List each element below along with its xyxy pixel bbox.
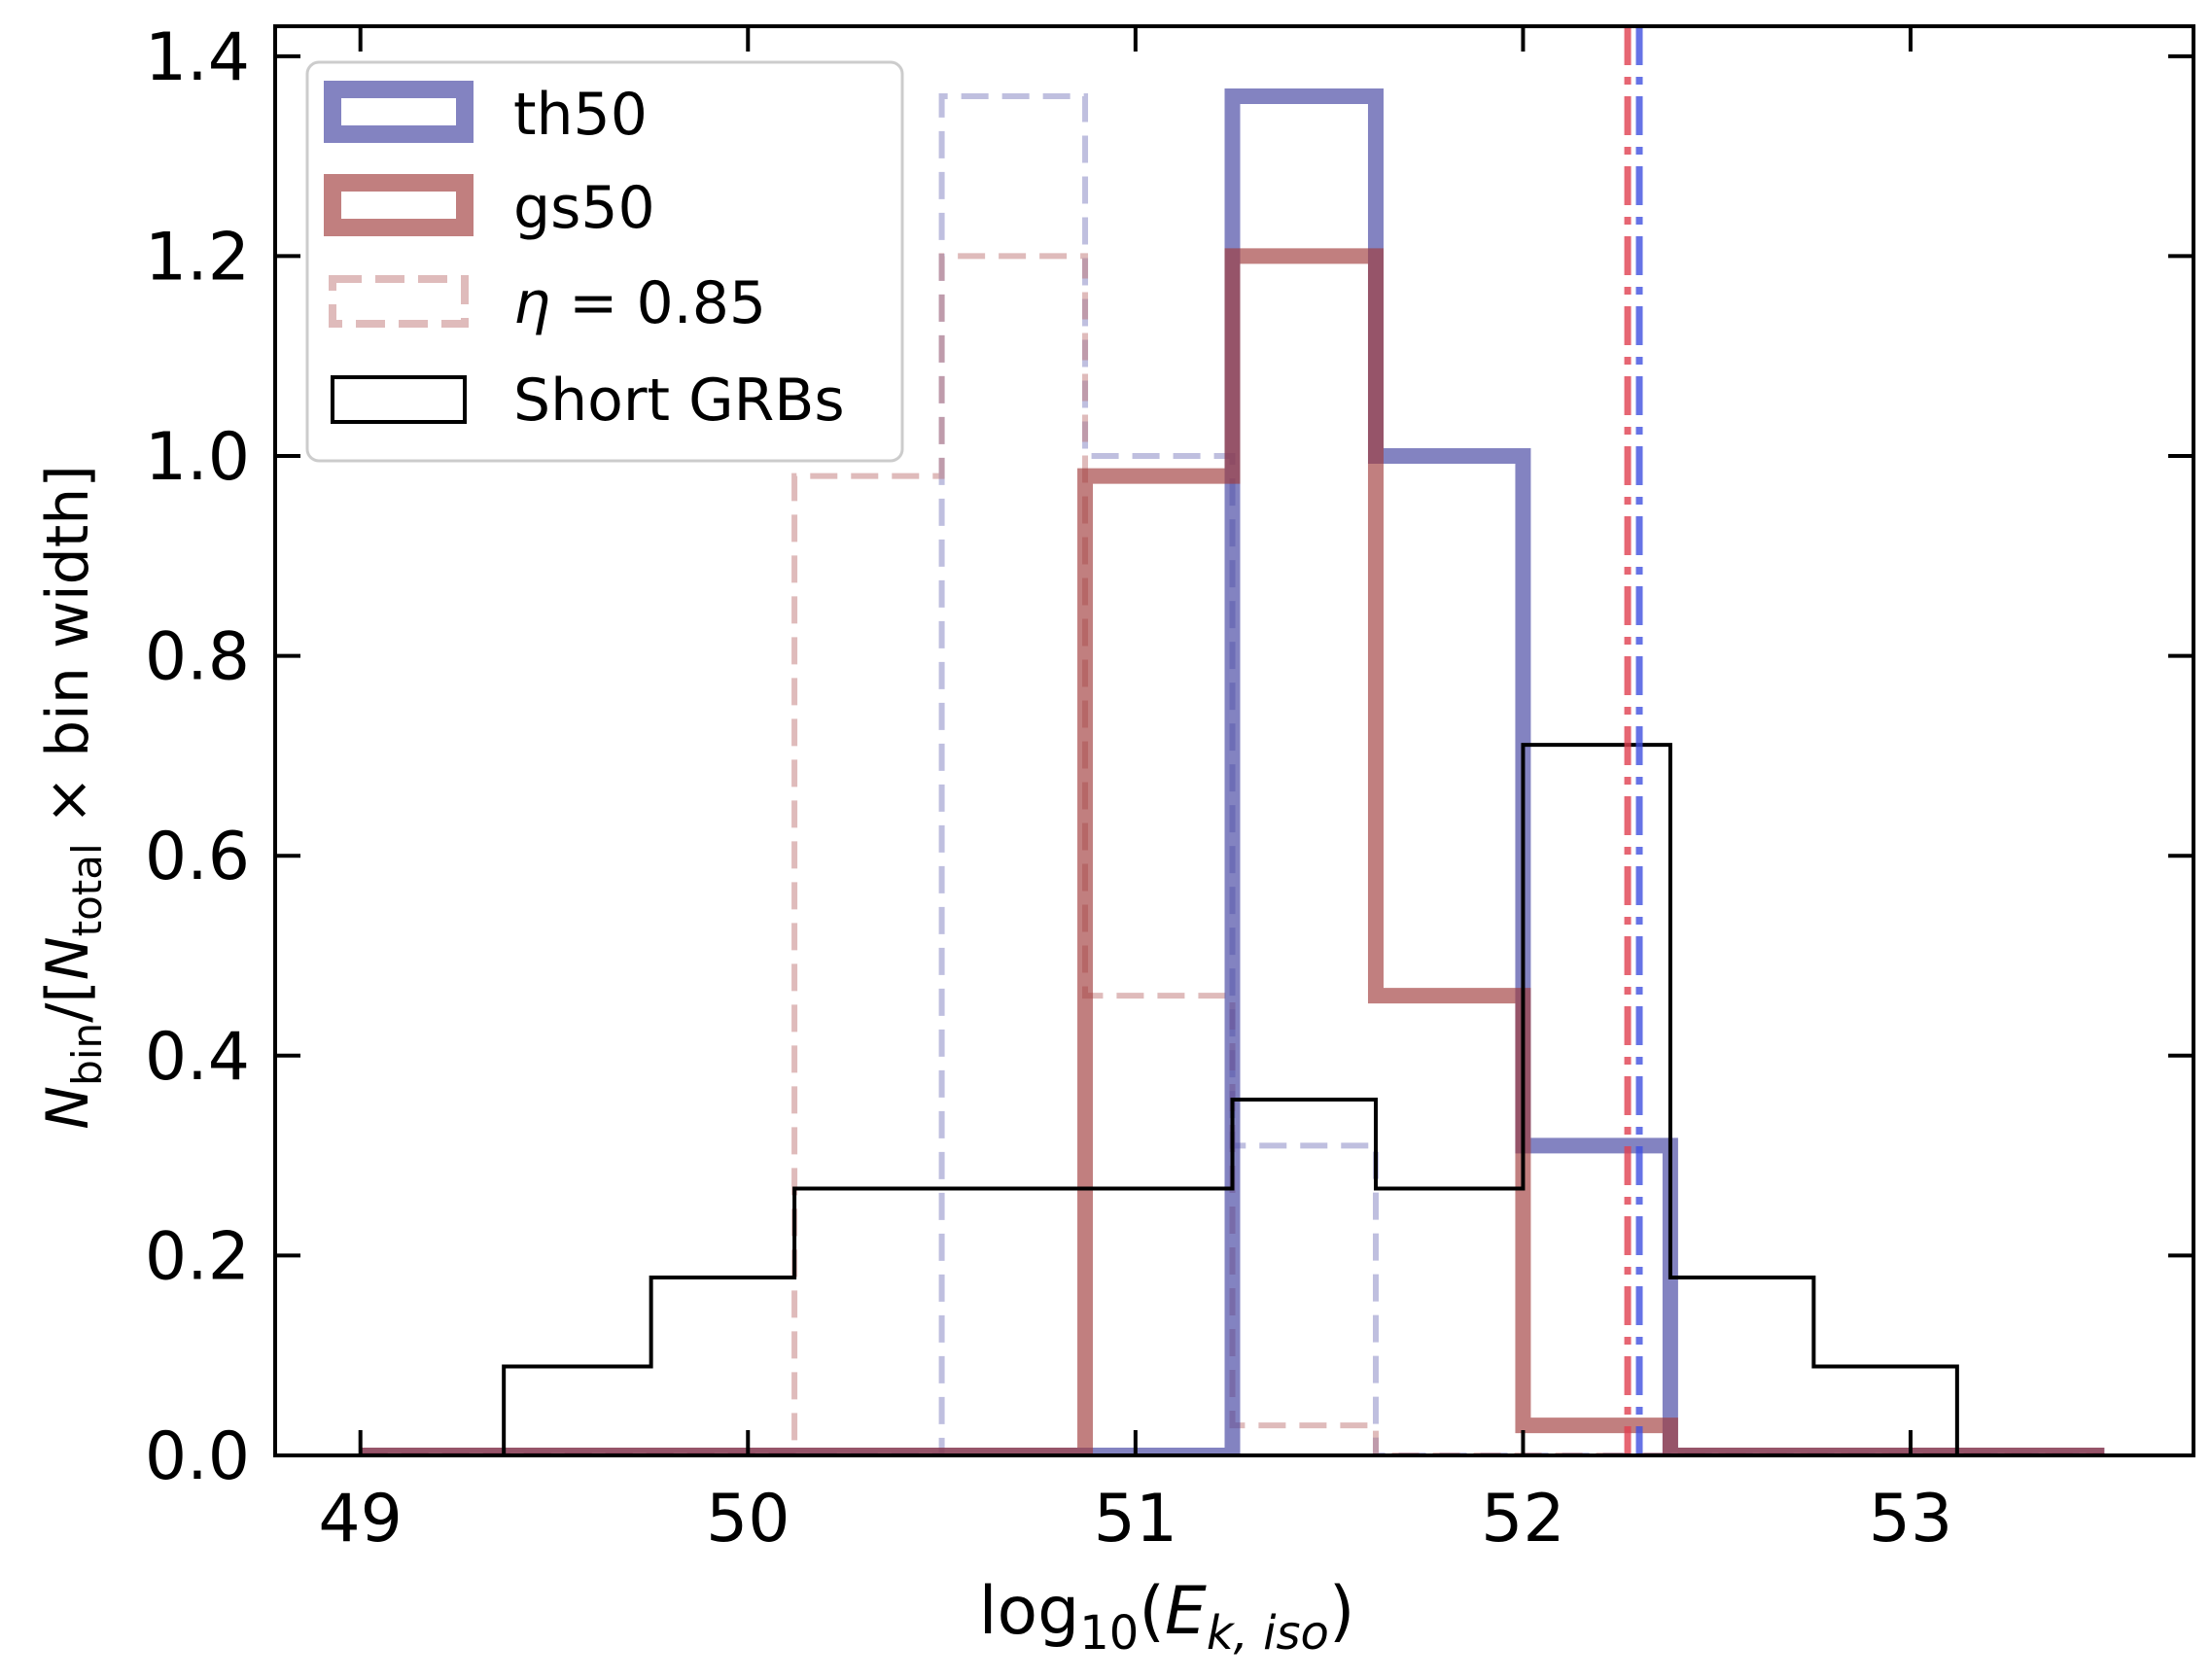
legend-label-th50: th50 [513,81,648,149]
legend-swatch-short-grbs [331,375,467,424]
y-tick-label: 1.2 [145,219,250,296]
y-title-n2: N [34,936,102,980]
x-title-sub1: 10 [1079,1606,1139,1661]
legend: th50 gs50 η = 0.85 Short GRBs [305,60,904,463]
plot-frame [273,24,2195,1457]
x-title-var: E [1165,1573,1207,1650]
legend-swatch-th50 [324,81,474,143]
legend-eta-symbol: η [513,269,550,337]
x-title-open: ( [1139,1573,1165,1650]
y-axis-title: Nbin/[Ntotal × bin width] [34,465,111,1129]
y-tick-label: 0.2 [145,1218,250,1295]
y-tick-label: 0.4 [145,1019,250,1096]
axis-ticks: 49 50 51 52 53 0.0 0.2 0.4 0.6 0.8 1.0 1.2 1.4 [145,19,2193,1558]
y-title-rest: × bin width] [34,465,102,843]
x-tick-label: 51 [1094,1481,1178,1558]
y-tick-label: 0.6 [145,819,250,895]
y-tick-label: 1.4 [145,19,250,96]
x-title-base: log [979,1573,1080,1650]
y-title-n1: N [34,1086,102,1130]
x-title-close: ) [1329,1573,1355,1650]
series-short-grbs [360,743,2105,1455]
series-gs50 [360,248,2105,1455]
legend-label-short-grbs: Short GRBs [513,367,845,435]
legend-eta-value: = 0.85 [550,269,766,337]
y-tick-label: 0.8 [145,619,250,696]
legend-label-gs50: gs50 [513,174,655,242]
x-tick-label: 53 [1869,1481,1953,1558]
legend-label-eta: η = 0.85 [513,269,766,337]
data-layer [360,26,2105,1455]
x-title-sub2: k, iso [1207,1606,1329,1661]
x-tick-label: 49 [318,1481,403,1558]
series-gs50-0-85 [360,253,2105,1455]
legend-swatch-eta [329,275,469,328]
axes-frame [273,24,2195,1457]
y-title-sub2: total [63,843,111,936]
x-tick-label: 50 [706,1481,790,1558]
y-title-sub1: bin [63,1023,111,1086]
y-title-mid: /[ [34,980,102,1023]
legend-box [305,60,904,463]
x-tick-label: 52 [1481,1481,1565,1558]
y-tick-label: 1.0 [145,419,250,496]
legend-swatch-gs50 [324,174,474,236]
x-axis-title: log10(Ek, iso) [979,1573,1355,1661]
y-tick-label: 0.0 [145,1418,250,1495]
series-th50 [360,88,2105,1455]
